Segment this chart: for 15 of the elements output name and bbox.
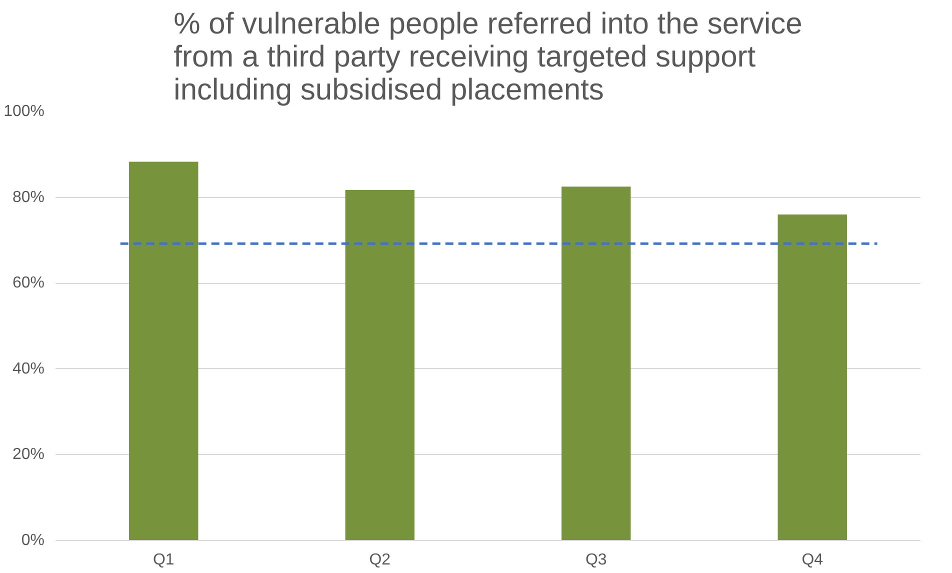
bar (345, 190, 414, 540)
y-tick-label: 40% (12, 360, 45, 378)
x-tick-label: Q2 (369, 552, 391, 568)
y-tick-label: 100% (4, 103, 44, 120)
chart-title: % of vulnerable people referred into the service from a third party receiving targeted support including subsidised placements (174, 8, 802, 106)
x-tick-label: Q4 (802, 552, 824, 568)
y-tick-label: 80% (12, 188, 45, 206)
y-tick-label: 0% (21, 532, 44, 549)
bar (562, 186, 631, 540)
y-tick-label: 60% (12, 274, 45, 292)
bar (778, 214, 847, 540)
x-tick-label: Q1 (152, 552, 174, 568)
x-tick-label: Q3 (585, 552, 607, 568)
bar (129, 162, 198, 540)
y-tick-label: 20% (12, 446, 45, 464)
